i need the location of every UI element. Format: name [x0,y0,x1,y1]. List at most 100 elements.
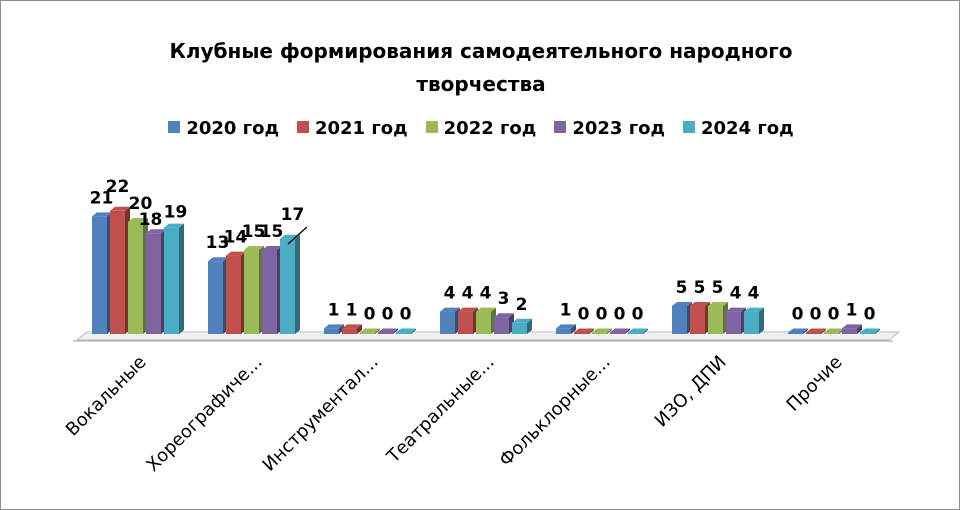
bar [788,332,803,334]
data-label: 13 [206,233,230,253]
data-label: 17 [281,205,305,225]
bar-side [375,328,380,334]
bar [556,328,571,334]
bar [708,306,723,334]
bar-side [179,223,184,334]
data-label: 0 [864,305,876,325]
data-label: 4 [480,284,492,304]
bar-side [357,324,362,334]
legend-item: 2020 год [168,118,279,139]
bar [146,233,161,334]
bar-top [226,251,246,256]
bar-top [164,223,184,228]
x-tick-label: Прочие [783,352,847,416]
bar-top [440,307,460,312]
data-label: 2 [516,295,528,315]
legend-swatch [425,121,438,133]
bar-top [244,246,264,250]
legend-label: 2020 год [186,118,279,139]
bar-top [378,328,398,333]
legend-label: 2023 год [572,118,665,139]
data-label: 4 [444,284,456,304]
bar [458,311,473,334]
legend-item: 2021 год [296,118,408,139]
bar-side [411,328,416,334]
bar [208,261,223,334]
bar-top [324,324,344,329]
bar-top [744,307,764,312]
bar-side [875,328,880,334]
bar [744,311,759,334]
bar-side [821,328,826,334]
bar-side [607,328,612,334]
bar-side [571,324,576,334]
bar-top [146,229,166,234]
bar-top [262,246,282,250]
bar [672,306,687,334]
data-label: 0 [596,305,608,325]
bar [128,222,143,334]
bar [860,332,875,334]
bar-side [527,318,532,334]
bar-top [92,212,112,217]
x-tick-label: ИЗО, ДПИ [651,352,731,432]
data-label: 0 [614,305,626,325]
bar-side [295,234,300,334]
bar-side [339,324,344,334]
data-label: 1 [560,300,572,320]
bar [494,317,509,334]
data-label: 5 [694,278,706,298]
data-label: 3 [498,289,510,309]
bar [226,255,241,334]
bar-top [556,324,576,329]
x-tick-label: Хореографиче... [142,352,266,476]
legend-swatch [554,121,567,133]
bar-top [806,328,826,333]
x-tick-label: Инструментал... [259,352,383,476]
legend-item: 2022 год [425,118,536,139]
bar [842,328,857,334]
bar-top [824,328,844,333]
bar [360,332,375,334]
data-label: 18 [139,210,163,230]
data-label: 0 [828,305,840,325]
bar [92,216,107,334]
bar-top [628,328,648,333]
bar [342,328,357,334]
chart-title: Клубные формирования самодеятельного нар… [169,39,793,96]
legend-swatch [168,121,181,133]
bar-top [574,328,594,333]
bar-top [788,328,808,333]
data-label: 15 [242,222,266,242]
bar-top [610,328,630,333]
bar [592,332,607,334]
bar [378,332,393,334]
bar-top [690,302,710,306]
legend-swatch [683,121,695,133]
bar-top [342,324,362,329]
bar-side [857,324,862,334]
data-label: 4 [730,284,742,304]
bar [726,311,741,334]
data-label: 0 [810,305,822,325]
bar [512,322,527,334]
bar [628,332,643,334]
bar [164,227,179,334]
x-tick-label: Театральные... [382,352,498,468]
bar-top [860,328,880,333]
bar-top [592,328,612,333]
data-label: 0 [792,305,804,325]
bar-top [476,307,496,312]
bar [110,210,125,334]
data-label: 4 [462,284,474,304]
data-label: 5 [676,278,688,298]
bar-top [360,328,380,333]
bar [262,250,277,334]
bar-top [672,302,692,306]
data-label: 0 [400,305,412,325]
data-label: 21 [90,188,114,208]
bar [324,328,339,334]
bar-top [208,257,228,262]
data-label: 0 [578,305,590,325]
